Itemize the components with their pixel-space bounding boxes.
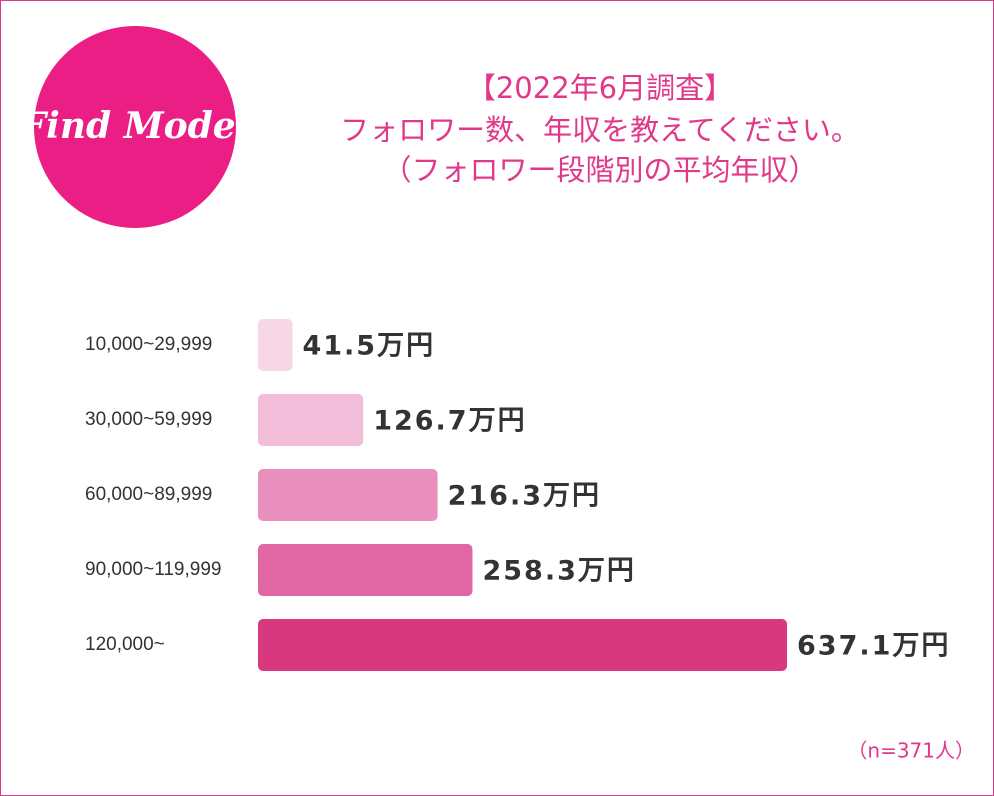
note: （n=371人）	[847, 739, 975, 763]
value-label: 258.3万円	[482, 556, 635, 587]
value-label: 216.3万円	[448, 481, 601, 512]
chart-subtitle: フォロワー数、年収を教えてください。	[340, 113, 860, 147]
logo-circle	[34, 26, 236, 228]
bar	[258, 394, 364, 446]
chart-subtitle: （フォロワー段階別の平均年収）	[382, 153, 817, 187]
category-label: 120,000~	[85, 634, 165, 655]
value-label: 126.7万円	[373, 406, 526, 437]
category-label: 30,000~59,999	[85, 409, 212, 430]
category-label: 60,000~89,999	[85, 484, 212, 505]
value-label: 637.1万円	[797, 631, 950, 662]
bar	[258, 544, 473, 596]
bar	[258, 469, 438, 521]
bar	[258, 319, 293, 371]
value-label: 41.5万円	[302, 331, 435, 362]
logo-text: Find Model	[20, 105, 250, 147]
chart-title: 【2022年6月調査】	[467, 71, 733, 105]
category-label: 10,000~29,999	[85, 334, 212, 355]
bar	[258, 619, 787, 671]
category-label: 90,000~119,999	[85, 559, 221, 580]
